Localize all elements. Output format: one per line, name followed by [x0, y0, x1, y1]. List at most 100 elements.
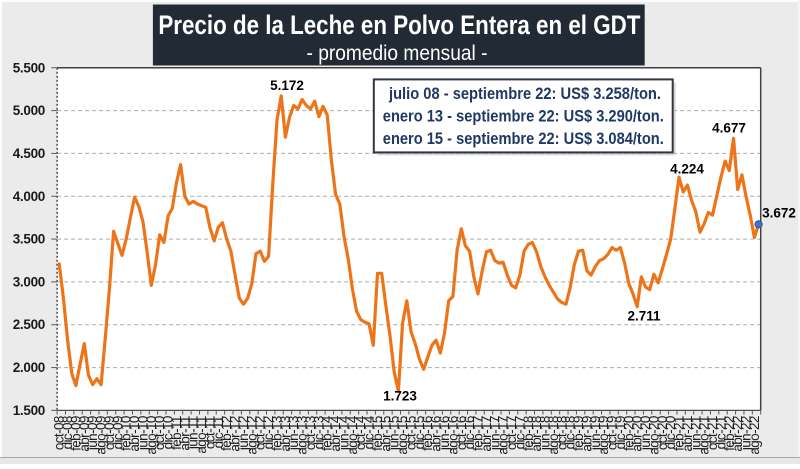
svg-text:ago-09: ago-09 [94, 416, 109, 455]
svg-text:jun-21: jun-21 [688, 416, 703, 451]
svg-text:oct-17: oct-17 [504, 416, 519, 450]
svg-text:dic-21: dic-21 [713, 416, 728, 449]
svg-text:4.500: 4.500 [13, 146, 45, 161]
svg-text:ago-14: ago-14 [345, 415, 360, 455]
svg-text:5.500: 5.500 [13, 60, 45, 75]
svg-text:feb-12: feb-12 [219, 416, 234, 451]
svg-text:feb-17: feb-17 [471, 416, 486, 451]
svg-text:abr-11: abr-11 [177, 416, 192, 451]
svg-text:feb-13: feb-13 [270, 416, 285, 451]
svg-text:feb-21: feb-21 [672, 416, 687, 451]
svg-text:oct-10: oct-10 [152, 416, 167, 450]
svg-text:4.677: 4.677 [712, 121, 746, 136]
svg-text:ago-20: ago-20 [646, 416, 661, 455]
svg-text:abr-18: abr-18 [529, 416, 544, 452]
svg-text:ago-17: ago-17 [496, 416, 511, 455]
svg-text:5.172: 5.172 [270, 78, 304, 93]
svg-text:5.000: 5.000 [13, 103, 45, 118]
svg-text:jun-22: jun-22 [739, 416, 754, 451]
svg-text:oct-19: oct-19 [605, 416, 620, 450]
svg-text:ago-19: ago-19 [596, 416, 611, 455]
svg-text:enero 13 - septiembre 22: US$: enero 13 - septiembre 22: US$ 3.290/ton. [383, 107, 664, 126]
svg-text:julio 08 - septiembre 22: US$: julio 08 - septiembre 22: US$ 3.258/ton. [388, 84, 661, 103]
svg-text:Precio de la Leche en Polvo En: Precio de la Leche en Polvo Entera en el… [158, 10, 640, 40]
svg-text:ago-13: ago-13 [295, 416, 310, 455]
svg-text:jun-20: jun-20 [638, 416, 653, 451]
svg-text:oct-16: oct-16 [454, 416, 469, 450]
svg-text:abr-10: abr-10 [127, 416, 142, 452]
svg-text:abr-22: abr-22 [730, 416, 745, 452]
svg-text:jun-18: jun-18 [538, 416, 553, 451]
svg-text:jun-12: jun-12 [236, 416, 251, 451]
svg-text:2.711: 2.711 [627, 309, 661, 324]
svg-text:jun-16: jun-16 [437, 416, 452, 451]
svg-text:feb-22: feb-22 [722, 416, 737, 451]
svg-text:abr-21: abr-21 [680, 416, 695, 452]
svg-text:feb-09: feb-09 [68, 416, 83, 451]
svg-text:4.224: 4.224 [670, 162, 704, 177]
svg-text:2.500: 2.500 [13, 317, 45, 332]
svg-text:jun-13: jun-13 [286, 416, 301, 451]
svg-text:oct-09: oct-09 [102, 416, 117, 450]
svg-text:oct-21: oct-21 [705, 416, 720, 450]
svg-text:abr-19: abr-19 [579, 416, 594, 452]
svg-text:dic-18: dic-18 [563, 416, 578, 449]
svg-text:dic-13: dic-13 [311, 416, 326, 449]
svg-text:2.000: 2.000 [13, 360, 45, 375]
svg-text:ago-12: ago-12 [244, 416, 259, 455]
svg-text:feb-19: feb-19 [571, 416, 586, 451]
svg-text:oct-14: oct-14 [353, 415, 368, 450]
svg-text:jun-11: jun-11 [186, 416, 201, 450]
svg-text:feb-10: feb-10 [119, 416, 134, 451]
svg-text:feb-15: feb-15 [370, 416, 385, 451]
svg-text:oct-18: oct-18 [554, 416, 569, 450]
svg-text:3.500: 3.500 [13, 232, 45, 247]
svg-text:abr-13: abr-13 [278, 416, 293, 452]
svg-text:abr-16: abr-16 [429, 416, 444, 452]
svg-text:enero 15 - septiembre 22: US$: enero 15 - septiembre 22: US$ 3.084/ton. [383, 129, 664, 148]
svg-text:dic-17: dic-17 [512, 416, 527, 449]
svg-text:ago-15: ago-15 [395, 416, 410, 455]
svg-text:dic-16: dic-16 [462, 416, 477, 449]
svg-text:dic-20: dic-20 [663, 416, 678, 449]
svg-text:abr-12: abr-12 [228, 416, 243, 452]
svg-text:oct-12: oct-12 [253, 416, 268, 450]
svg-text:1.723: 1.723 [383, 389, 417, 404]
svg-text:- promedio mensual -: - promedio mensual - [307, 42, 488, 65]
svg-text:jun-19: jun-19 [588, 416, 603, 451]
svg-text:oct-11: oct-11 [203, 416, 218, 449]
svg-text:ago-11: ago-11 [194, 416, 209, 454]
svg-text:oct-15: oct-15 [404, 416, 419, 450]
svg-text:dic-12: dic-12 [261, 416, 276, 449]
svg-text:feb-11: feb-11 [169, 416, 184, 450]
svg-text:ago-18: ago-18 [546, 416, 561, 455]
svg-text:dic-19: dic-19 [613, 416, 628, 449]
svg-text:dic-08: dic-08 [60, 416, 75, 449]
svg-text:dic-09: dic-09 [110, 416, 125, 449]
svg-text:jun-14: jun-14 [337, 415, 352, 451]
svg-text:abr-20: abr-20 [630, 416, 645, 452]
svg-text:ago-10: ago-10 [144, 416, 159, 455]
svg-text:dic-14: dic-14 [362, 415, 377, 449]
svg-text:dic-10: dic-10 [161, 416, 176, 449]
svg-text:oct-20: oct-20 [655, 416, 670, 450]
svg-text:jun-17: jun-17 [487, 416, 502, 451]
svg-text:jun-09: jun-09 [85, 416, 100, 451]
svg-text:abr-15: abr-15 [378, 416, 393, 452]
svg-text:3.000: 3.000 [13, 274, 45, 289]
svg-text:oct-08: oct-08 [52, 416, 67, 450]
svg-text:dic-11: dic-11 [211, 416, 226, 448]
svg-text:abr-14: abr-14 [328, 415, 343, 452]
svg-text:4.000: 4.000 [13, 189, 45, 204]
svg-text:oct-13: oct-13 [303, 416, 318, 450]
svg-text:feb-16: feb-16 [420, 416, 435, 451]
svg-text:feb-14: feb-14 [320, 415, 335, 451]
svg-text:abr-09: abr-09 [77, 416, 92, 452]
svg-text:ago-16: ago-16 [445, 416, 460, 455]
svg-text:dic-15: dic-15 [412, 416, 427, 449]
svg-text:ago-21: ago-21 [697, 416, 712, 455]
svg-text:ago-22: ago-22 [747, 416, 762, 455]
svg-text:feb-18: feb-18 [521, 416, 536, 451]
svg-text:abr-17: abr-17 [479, 416, 494, 452]
svg-text:feb-20: feb-20 [621, 416, 636, 451]
